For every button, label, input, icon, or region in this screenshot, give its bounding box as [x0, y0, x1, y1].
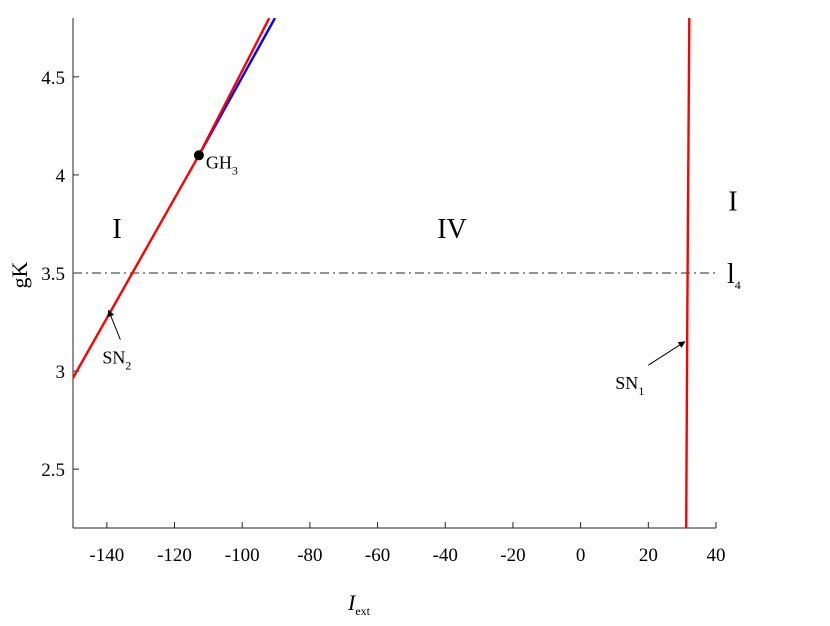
point-gh3 [193, 150, 204, 161]
y-axis-title: gK [7, 261, 32, 288]
region-label: I [728, 186, 737, 217]
series-line-1 [73, 18, 271, 381]
y-tick-label: 2.5 [41, 460, 65, 481]
x-axis-title: Iext [347, 590, 371, 618]
x-tick-label: -40 [433, 545, 458, 566]
x-tick-label: -60 [365, 545, 390, 566]
x-tick-label: -140 [89, 545, 124, 566]
y-tick-label: 3 [56, 362, 66, 383]
x-tick-label: -100 [225, 545, 260, 566]
annotation-arrow [107, 309, 121, 340]
series-line-2 [685, 18, 691, 528]
y-tick-label: 4.5 [41, 68, 65, 89]
annotation-label: SN2 [102, 348, 131, 373]
y-tick-label: 4 [56, 166, 66, 187]
region-label: I [112, 214, 121, 245]
y-tick-label: 3.5 [41, 264, 65, 285]
region-label: IV [437, 214, 467, 245]
x-tick-label: -20 [500, 545, 525, 566]
x-tick-label: 40 [707, 545, 726, 566]
x-tick-label: -120 [157, 545, 192, 566]
point-label: GH3 [206, 152, 238, 177]
x-tick-label: 0 [576, 545, 586, 566]
x-tick-label: 20 [639, 545, 658, 566]
hline-label: l4 [727, 259, 741, 292]
annotation-label: SN1 [615, 373, 644, 398]
x-tick-label: -80 [297, 545, 322, 566]
annotation-arrow [648, 341, 686, 366]
